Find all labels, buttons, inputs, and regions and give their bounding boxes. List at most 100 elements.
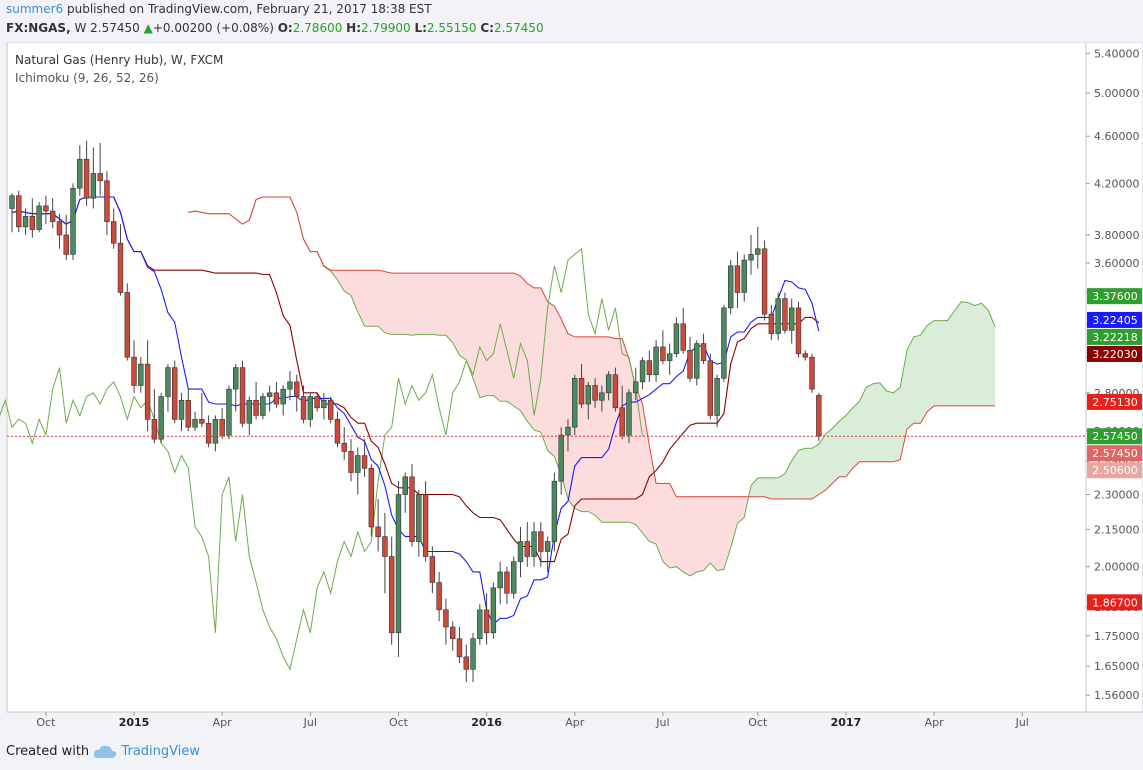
cloud-segment — [906, 336, 914, 430]
price-badge-label: 3.22218 — [1092, 331, 1138, 344]
publish-line: summer6 published on TradingView.com, Fe… — [6, 2, 432, 16]
x-tick-label: Jul — [1015, 716, 1029, 729]
candle — [633, 381, 639, 394]
candle — [429, 556, 436, 583]
cloud-segment — [845, 407, 853, 477]
cloud-segment — [934, 320, 941, 406]
candle — [233, 367, 239, 390]
low-value: 2.55150 — [426, 21, 477, 35]
y-tick-label: 2.30000 — [1094, 489, 1140, 502]
candle — [741, 259, 747, 293]
cloud-segment — [703, 496, 711, 571]
cloud-segment — [513, 273, 521, 411]
tradingview-link[interactable]: TradingView — [121, 744, 200, 759]
cloud-segment — [656, 483, 663, 562]
high-label: H: — [346, 21, 362, 35]
publish-info: published on TradingView.com, February 2… — [63, 2, 432, 16]
candle — [551, 480, 558, 542]
candle — [131, 356, 137, 386]
candle — [212, 419, 219, 444]
cloud-segment — [588, 336, 596, 516]
footer: Created with TradingView — [6, 744, 200, 759]
candle — [22, 215, 29, 228]
cloud-segment — [751, 477, 758, 497]
y-tick-label: 2.00000 — [1094, 561, 1140, 574]
price-badge — [1087, 393, 1142, 410]
candle — [809, 356, 815, 390]
candle — [707, 360, 714, 416]
publisher-username[interactable]: summer6 — [6, 2, 64, 16]
cloud-segment — [879, 382, 887, 462]
candle — [199, 419, 205, 424]
candle — [77, 158, 83, 189]
cloud-segment — [405, 273, 413, 336]
chart-area[interactable]: 5.40000 5.00000 4.60000 4.20000 3.80000 3.600… — [0, 41, 1143, 742]
y-tick-label: 5.00000 — [1094, 87, 1140, 100]
candle — [29, 215, 36, 230]
candle — [97, 173, 103, 182]
cloud-segment — [520, 276, 528, 422]
candle — [599, 392, 605, 401]
candle — [246, 399, 252, 424]
cloud-segment — [967, 302, 975, 406]
cloud-segment — [723, 496, 731, 570]
cloud-segment — [642, 404, 650, 542]
price-badge — [1087, 328, 1142, 345]
candle — [483, 609, 490, 634]
cloud-segment — [669, 483, 677, 569]
candle — [816, 395, 822, 437]
candle — [111, 221, 117, 244]
cloud-segment — [771, 477, 779, 500]
cloud-segment — [954, 301, 962, 406]
cloud-segment — [357, 270, 365, 327]
cloud-segment — [798, 448, 806, 500]
candle — [734, 265, 741, 293]
candle — [416, 494, 422, 542]
price-badge — [1087, 594, 1142, 611]
candle — [443, 609, 449, 628]
cloud-segment — [737, 496, 745, 524]
low-label: L: — [414, 21, 427, 35]
cloud-segment — [886, 390, 894, 462]
cloud-segment — [554, 306, 562, 475]
candle — [639, 360, 646, 383]
high-value: 2.79900 — [361, 21, 411, 35]
candle — [578, 377, 585, 405]
cloud-segment — [717, 496, 724, 571]
cloud-segment — [940, 320, 948, 406]
x-tick-label: 2017 — [831, 716, 862, 729]
cloud-segment — [683, 496, 690, 576]
candle — [402, 476, 408, 495]
cloud-segment — [812, 444, 819, 500]
change-value: +0.00200 (+0.08%) — [152, 21, 274, 35]
candle — [585, 385, 592, 405]
cloud-segment — [412, 273, 419, 336]
price-chart[interactable]: 5.40000 5.00000 4.60000 4.20000 3.80000 3.600… — [0, 41, 1143, 742]
cloud-segment — [364, 270, 372, 327]
cloud-segment — [961, 301, 968, 406]
candle — [605, 374, 612, 394]
candle — [90, 173, 97, 199]
candle — [151, 419, 158, 440]
candle — [300, 396, 307, 420]
candle — [795, 307, 802, 355]
candle — [172, 367, 178, 420]
candle — [524, 541, 530, 557]
cloud-segment — [391, 273, 399, 335]
cloud-segment — [378, 270, 385, 333]
symbol-line: FX:NGAS, W 2.57450 ▲+0.00200 (+0.08%) O:… — [6, 21, 544, 35]
cloud-segment — [466, 273, 474, 379]
cloud-segment — [927, 320, 935, 412]
candle — [334, 419, 341, 444]
price-badge — [1087, 345, 1142, 362]
x-tick-label: Oct — [748, 716, 768, 729]
cloud-segment — [832, 421, 840, 484]
candle — [314, 396, 320, 409]
candle — [748, 254, 754, 261]
y-tick-label: 5.40000 — [1094, 47, 1140, 60]
price-badge-label: 2.75130 — [1092, 396, 1138, 409]
candle — [802, 353, 808, 358]
indicator-title[interactable]: Ichimoku (9, 26, 52, 26) — [15, 71, 159, 85]
cloud-segment — [452, 273, 460, 356]
cloud-segment — [479, 273, 487, 398]
